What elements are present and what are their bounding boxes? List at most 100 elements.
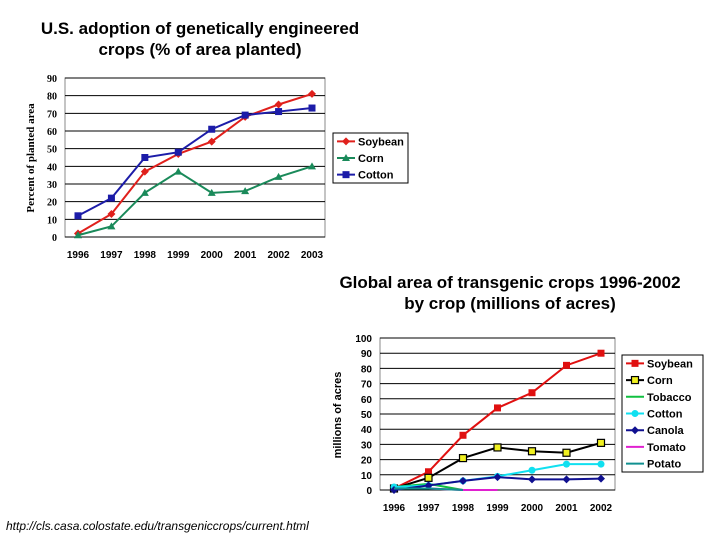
legend-entry: Corn bbox=[647, 375, 673, 387]
y-tick-label: 40 bbox=[361, 425, 373, 436]
y-tick-label: 90 bbox=[361, 349, 373, 360]
data-point-canola bbox=[562, 475, 571, 484]
data-point-canola bbox=[459, 476, 467, 485]
legend-marker bbox=[342, 171, 350, 179]
data-point-cotton bbox=[107, 194, 115, 202]
legend-entry: Tomato bbox=[647, 442, 686, 454]
data-point-corn bbox=[174, 167, 183, 175]
x-tick-label: 1998 bbox=[452, 503, 475, 514]
legend-marker bbox=[342, 154, 350, 161]
y-tick-label: 10 bbox=[361, 471, 373, 482]
legend-entry: Tobacco bbox=[647, 392, 692, 404]
x-tick-label: 2000 bbox=[521, 503, 544, 514]
x-tick-label: 2002 bbox=[267, 250, 290, 261]
data-point-cotton bbox=[141, 154, 149, 161]
legend-marker bbox=[342, 137, 350, 146]
data-point-canola bbox=[528, 475, 536, 484]
y-axis-label: millions of acres bbox=[332, 372, 344, 459]
legend-entry: Corn bbox=[358, 153, 384, 165]
y-tick-label: 10 bbox=[47, 215, 57, 226]
data-point-corn bbox=[424, 473, 433, 482]
y-tick-label: 80 bbox=[361, 364, 373, 375]
y-tick-label: 20 bbox=[47, 198, 57, 209]
data-point-corn bbox=[308, 162, 316, 170]
chart1-title: U.S. adoption of genetically engineered c… bbox=[40, 19, 360, 59]
series-line-soybean bbox=[77, 92, 313, 235]
y-tick-label: 20 bbox=[361, 456, 373, 467]
data-point-cotton bbox=[597, 460, 605, 468]
y-tick-label: 70 bbox=[47, 109, 57, 120]
y-tick-label: 40 bbox=[47, 162, 57, 173]
data-point-cotton bbox=[563, 460, 570, 468]
y-tick-label: 30 bbox=[361, 440, 373, 451]
chart2-title: Global area of transgenic crops 1996-200… bbox=[339, 273, 681, 313]
data-point-canola bbox=[493, 473, 502, 482]
y-tick-label: 0 bbox=[366, 486, 372, 497]
data-point-soybean bbox=[425, 468, 432, 476]
x-tick-label: 1999 bbox=[167, 250, 190, 261]
legend-entry: Canola bbox=[647, 425, 685, 437]
data-point-corn bbox=[274, 172, 283, 180]
legend-marker bbox=[631, 410, 639, 417]
x-tick-label: 1997 bbox=[100, 250, 123, 261]
data-point-soybean bbox=[274, 100, 283, 109]
data-point-cotton bbox=[308, 104, 316, 112]
data-point-corn bbox=[458, 453, 468, 463]
data-point-corn bbox=[527, 447, 537, 456]
x-tick-label: 2001 bbox=[555, 503, 578, 514]
data-point-soybean bbox=[308, 89, 316, 98]
legend-entry: Cotton bbox=[647, 409, 683, 421]
series-line-cotton bbox=[77, 107, 313, 217]
data-point-cotton bbox=[528, 466, 536, 474]
data-point-soybean bbox=[107, 210, 116, 219]
series-line-potato bbox=[394, 487, 464, 491]
y-tick-label: 30 bbox=[47, 180, 57, 191]
data-point-soybean bbox=[563, 361, 570, 369]
y-tick-label: 70 bbox=[361, 380, 373, 391]
series-line-corn bbox=[77, 165, 313, 237]
legend-marker bbox=[630, 375, 640, 385]
data-point-soybean bbox=[494, 404, 501, 412]
data-point-cotton bbox=[174, 148, 182, 156]
legend-entry: Soybean bbox=[358, 136, 404, 148]
y-tick-label: 50 bbox=[47, 145, 57, 156]
data-point-corn bbox=[562, 448, 571, 457]
data-point-soybean bbox=[207, 137, 216, 146]
data-point-cotton bbox=[241, 111, 249, 119]
legend-entry: Cotton bbox=[358, 170, 394, 182]
legend-marker bbox=[631, 426, 639, 435]
legend-entry: Soybean bbox=[647, 358, 693, 370]
source-url[interactable]: http://cls.casa.colostate.edu/transgenic… bbox=[6, 519, 309, 533]
data-point-soybean bbox=[140, 167, 149, 176]
data-point-canola bbox=[597, 474, 605, 483]
x-tick-label: 1999 bbox=[486, 503, 509, 514]
data-point-soybean bbox=[459, 431, 467, 439]
data-point-soybean bbox=[597, 349, 605, 357]
x-tick-label: 2001 bbox=[234, 250, 257, 261]
y-tick-label: 60 bbox=[47, 127, 57, 138]
y-tick-label: 60 bbox=[361, 395, 373, 406]
data-point-corn bbox=[493, 443, 502, 452]
data-point-corn bbox=[241, 187, 250, 195]
x-tick-label: 1997 bbox=[417, 503, 440, 514]
data-point-corn bbox=[140, 188, 149, 196]
x-tick-label: 2003 bbox=[301, 250, 324, 261]
y-tick-label: 100 bbox=[355, 334, 372, 345]
data-point-cotton bbox=[74, 212, 82, 220]
data-point-canola bbox=[424, 481, 433, 490]
y-tick-label: 0 bbox=[52, 233, 57, 244]
data-point-corn bbox=[207, 188, 216, 196]
x-tick-label: 2000 bbox=[201, 250, 224, 261]
x-tick-label: 1998 bbox=[134, 250, 157, 261]
y-axis-label: Percent of planted area bbox=[25, 103, 37, 213]
x-tick-label: 1996 bbox=[383, 503, 406, 514]
x-tick-label: 1996 bbox=[67, 250, 90, 261]
data-point-corn bbox=[74, 231, 82, 239]
y-tick-label: 90 bbox=[47, 74, 57, 85]
y-tick-label: 80 bbox=[47, 92, 57, 103]
y-tick-label: 50 bbox=[361, 410, 373, 421]
data-point-corn bbox=[596, 438, 606, 447]
data-point-soybean bbox=[528, 389, 536, 397]
data-point-cotton bbox=[275, 108, 283, 116]
